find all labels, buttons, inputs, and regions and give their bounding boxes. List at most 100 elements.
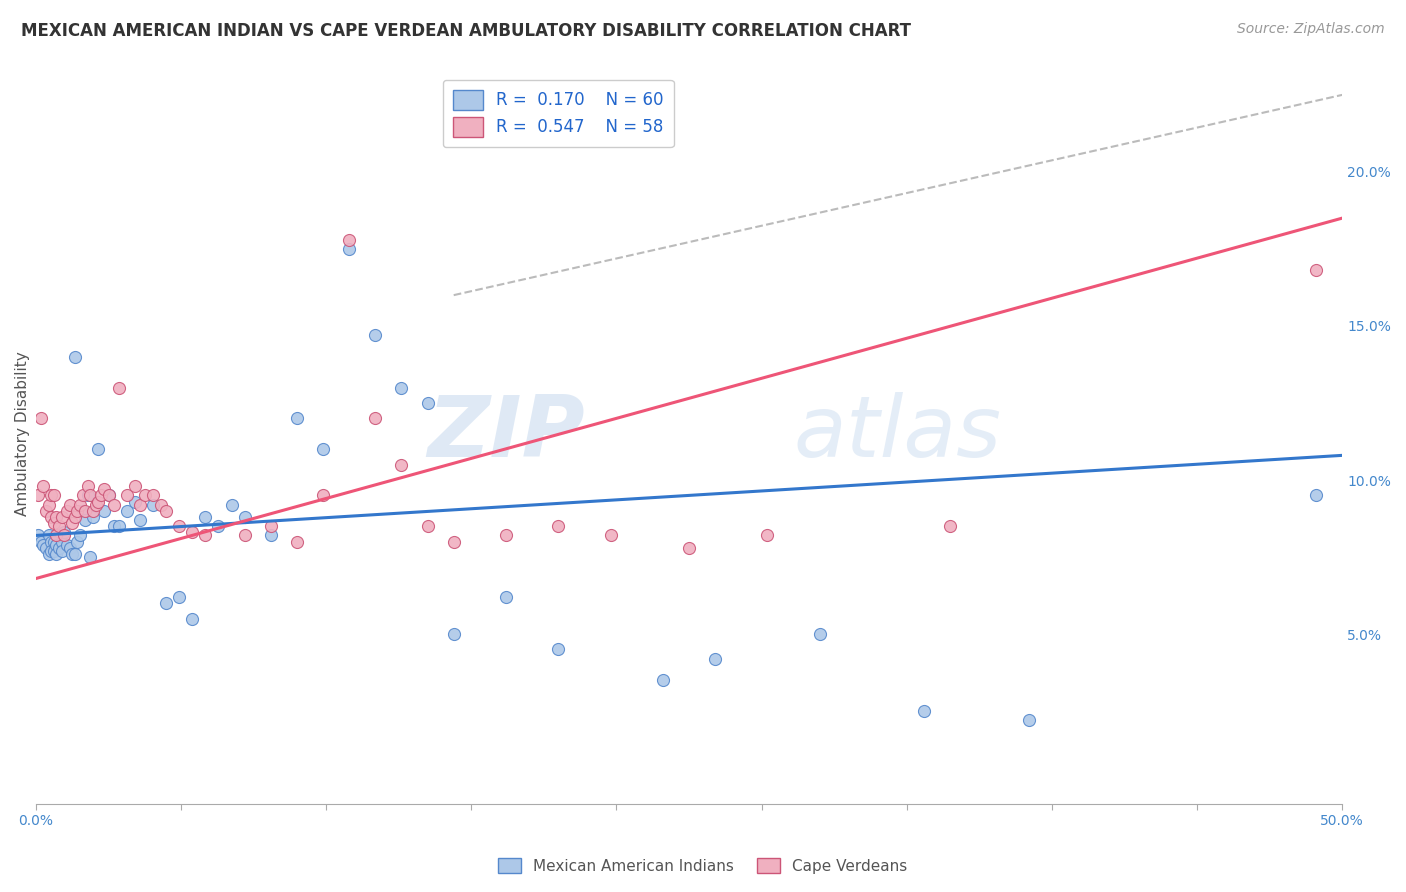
Point xyxy=(142,488,165,502)
Point xyxy=(221,498,243,512)
Point xyxy=(155,504,177,518)
Point xyxy=(391,381,413,395)
Point xyxy=(30,411,52,425)
Point xyxy=(939,519,962,533)
Point xyxy=(79,488,101,502)
Point xyxy=(42,534,65,549)
Point xyxy=(1305,263,1327,277)
Point xyxy=(32,479,55,493)
Point xyxy=(547,642,569,657)
Point xyxy=(124,479,146,493)
Point xyxy=(75,504,97,518)
Point xyxy=(38,547,60,561)
Point xyxy=(416,519,439,533)
Point xyxy=(97,488,120,502)
Point xyxy=(547,519,569,533)
Point xyxy=(51,534,73,549)
Point xyxy=(599,528,621,542)
Point xyxy=(56,504,79,518)
Point xyxy=(42,488,65,502)
Point xyxy=(134,488,156,502)
Point xyxy=(35,504,58,518)
Point xyxy=(108,519,131,533)
Point xyxy=(260,528,283,542)
Point xyxy=(115,504,138,518)
Point xyxy=(443,534,465,549)
Point xyxy=(124,494,146,508)
Point xyxy=(82,504,104,518)
Point xyxy=(51,544,73,558)
Text: ZIP: ZIP xyxy=(427,392,585,475)
Point xyxy=(76,479,98,493)
Point xyxy=(66,504,89,518)
Point xyxy=(115,488,138,502)
Point xyxy=(285,411,308,425)
Point xyxy=(42,516,65,530)
Point xyxy=(84,498,107,512)
Point xyxy=(45,528,67,542)
Point xyxy=(155,596,177,610)
Point xyxy=(58,498,80,512)
Point xyxy=(72,488,94,502)
Point xyxy=(129,498,152,512)
Point xyxy=(90,488,112,502)
Point xyxy=(181,525,204,540)
Point xyxy=(27,488,49,502)
Point xyxy=(56,538,79,552)
Point xyxy=(63,510,86,524)
Point xyxy=(38,528,60,542)
Point xyxy=(150,498,173,512)
Point xyxy=(1305,488,1327,502)
Point xyxy=(97,488,120,502)
Point xyxy=(103,519,125,533)
Point xyxy=(756,528,779,542)
Point xyxy=(51,510,73,524)
Point xyxy=(39,544,62,558)
Point xyxy=(60,547,83,561)
Point xyxy=(337,242,360,256)
Point xyxy=(39,488,62,502)
Point xyxy=(169,590,191,604)
Point xyxy=(678,541,700,555)
Point xyxy=(93,504,115,518)
Text: MEXICAN AMERICAN INDIAN VS CAPE VERDEAN AMBULATORY DISABILITY CORRELATION CHART: MEXICAN AMERICAN INDIAN VS CAPE VERDEAN … xyxy=(21,22,911,40)
Legend: R =  0.170    N = 60, R =  0.547    N = 58: R = 0.170 N = 60, R = 0.547 N = 58 xyxy=(443,79,673,147)
Point xyxy=(58,541,80,555)
Point xyxy=(194,528,217,542)
Point xyxy=(233,528,256,542)
Point xyxy=(704,651,727,665)
Point xyxy=(443,627,465,641)
Point xyxy=(194,510,217,524)
Point xyxy=(53,528,76,542)
Point xyxy=(69,498,91,512)
Point xyxy=(233,510,256,524)
Point xyxy=(48,519,70,533)
Point xyxy=(27,528,49,542)
Point xyxy=(75,513,97,527)
Point xyxy=(495,590,517,604)
Point xyxy=(285,534,308,549)
Point xyxy=(79,549,101,564)
Point xyxy=(142,498,165,512)
Point xyxy=(38,498,60,512)
Point xyxy=(129,513,152,527)
Point xyxy=(32,538,55,552)
Point xyxy=(45,510,67,524)
Y-axis label: Ambulatory Disability: Ambulatory Disability xyxy=(15,351,30,516)
Point xyxy=(76,488,98,502)
Point xyxy=(416,396,439,410)
Point xyxy=(391,458,413,472)
Point xyxy=(48,541,70,555)
Point xyxy=(87,442,110,457)
Point xyxy=(53,525,76,540)
Point xyxy=(364,328,387,343)
Point xyxy=(42,544,65,558)
Point xyxy=(169,519,191,533)
Point xyxy=(87,494,110,508)
Point xyxy=(108,381,131,395)
Point xyxy=(30,534,52,549)
Point xyxy=(651,673,673,688)
Point xyxy=(39,510,62,524)
Point xyxy=(337,233,360,247)
Point xyxy=(808,627,831,641)
